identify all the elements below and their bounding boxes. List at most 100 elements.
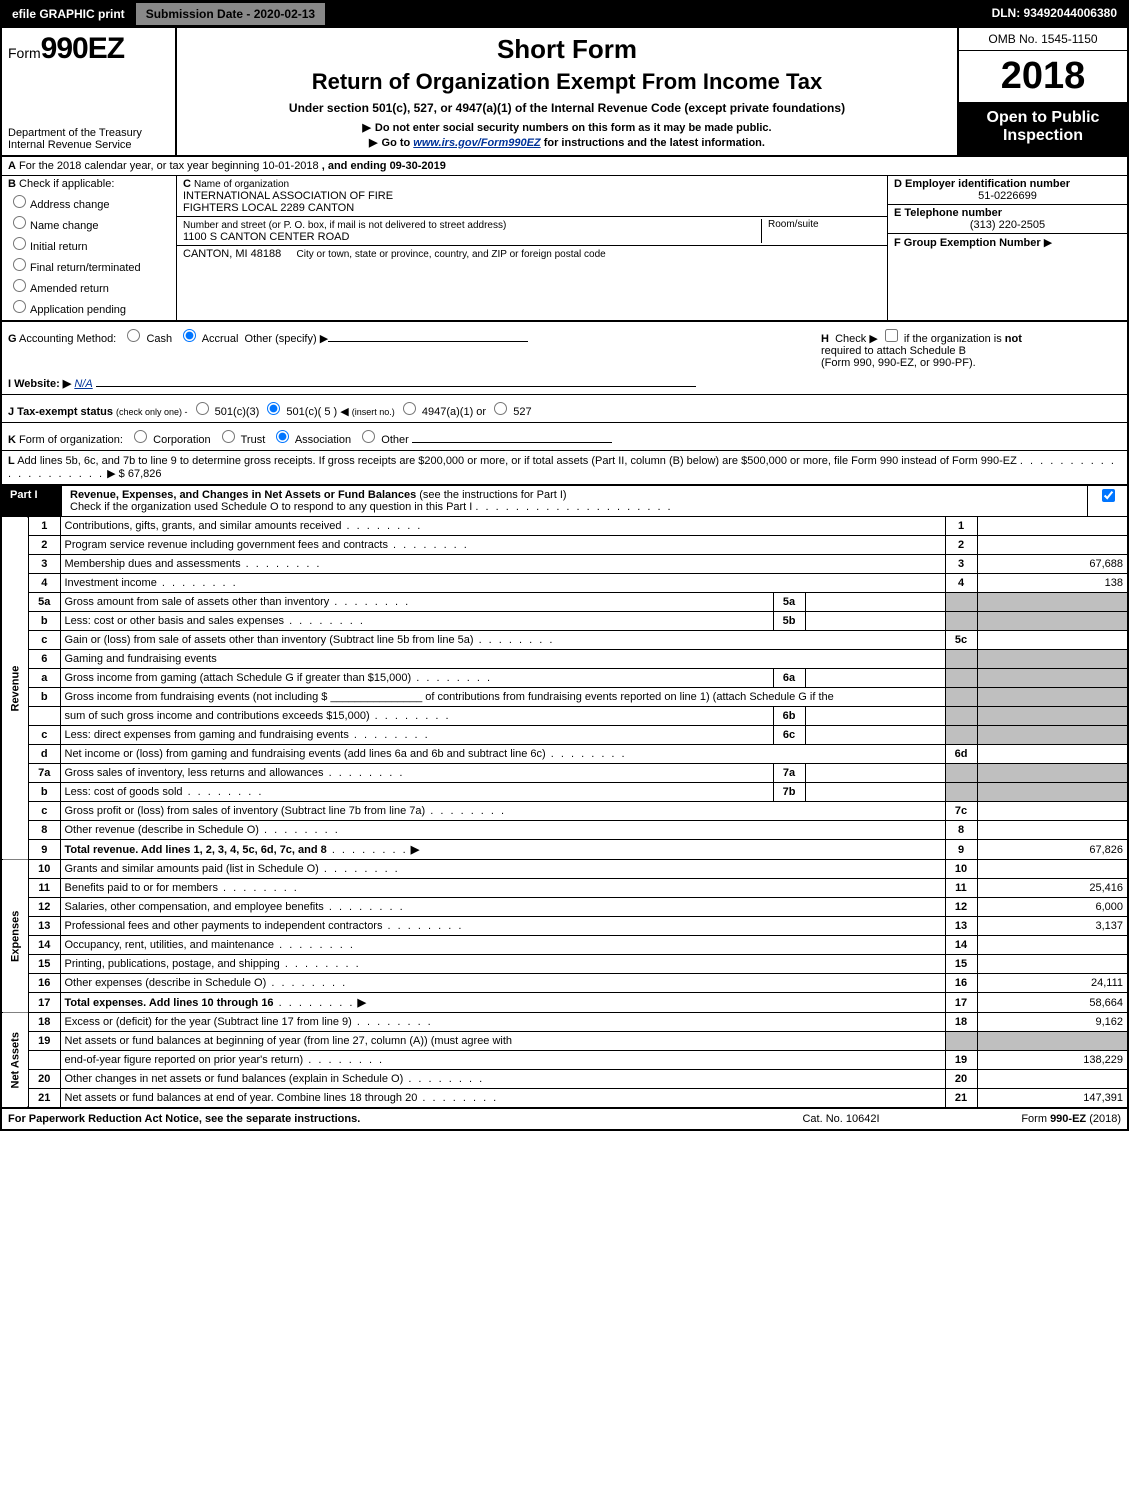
line-description: Net assets or fund balances at beginning… <box>60 1032 945 1051</box>
line-description: sum of such gross income and contributio… <box>60 707 773 726</box>
phone-value: (313) 220-2505 <box>894 219 1121 231</box>
e-phone-block: E Telephone number (313) 220-2505 <box>888 205 1127 234</box>
line-number: 8 <box>28 821 60 840</box>
j-501c3-radio[interactable] <box>196 402 209 415</box>
right-amount: 147,391 <box>977 1089 1127 1108</box>
table-row: cGain or (loss) from sale of assets othe… <box>2 631 1127 650</box>
j-4947-radio[interactable] <box>403 402 416 415</box>
chk-amended[interactable]: Amended return <box>8 276 170 295</box>
part1-schedule-o-checkbox[interactable] <box>1102 489 1115 502</box>
line-description: Program service revenue including govern… <box>60 536 945 555</box>
city-row: CANTON, MI 48188 City or town, state or … <box>177 246 887 262</box>
line-description: Net income or (loss) from gaming and fun… <box>60 745 945 764</box>
inner-line-number: 5b <box>773 612 805 631</box>
h-checkbox[interactable] <box>885 329 898 342</box>
k-other-radio[interactable] <box>362 430 375 443</box>
inner-line-number: 5a <box>773 593 805 612</box>
line-description: Gross amount from sale of assets other t… <box>60 593 773 612</box>
k-trust-radio[interactable] <box>222 430 235 443</box>
chk-name-radio[interactable] <box>13 216 26 229</box>
open-line1: Open to Public <box>987 109 1100 126</box>
l-arrow: ▶ <box>107 468 115 480</box>
right-amount <box>977 688 1127 707</box>
right-amount <box>977 517 1127 536</box>
chk-initial[interactable]: Initial return <box>8 234 170 253</box>
omb-number: OMB No. 1545-1150 <box>959 28 1127 51</box>
j-527-radio[interactable] <box>494 402 507 415</box>
j-527-label: 527 <box>513 406 531 418</box>
line-description: Gross sales of inventory, less returns a… <box>60 764 773 783</box>
footer-center: Cat. No. 10642I <box>741 1113 941 1125</box>
l-label: L <box>8 455 15 467</box>
chk-name[interactable]: Name change <box>8 213 170 232</box>
line-number: 15 <box>28 955 60 974</box>
website-value[interactable]: N/A <box>74 378 92 390</box>
chk-initial-radio[interactable] <box>13 237 26 250</box>
chk-final[interactable]: Final return/terminated <box>8 255 170 274</box>
line-description: Benefits paid to or for members <box>60 879 945 898</box>
org-name-2: FIGHTERS LOCAL 2289 CANTON <box>183 202 354 214</box>
line-number: 11 <box>28 879 60 898</box>
j-paren: (check only one) - <box>116 407 188 417</box>
chk-initial-label: Initial return <box>30 241 87 253</box>
j-501c3-label: 501(c)(3) <box>215 406 260 418</box>
chk-address[interactable]: Address change <box>8 192 170 211</box>
right-amount: 67,688 <box>977 555 1127 574</box>
right-line-number: 15 <box>945 955 977 974</box>
line-description: Printing, publications, postage, and shi… <box>60 955 945 974</box>
line-number: 3 <box>28 555 60 574</box>
right-amount <box>977 612 1127 631</box>
chk-pending[interactable]: Application pending <box>8 297 170 316</box>
g-accrual-radio[interactable] <box>183 329 196 342</box>
right-line-number: 9 <box>945 840 977 860</box>
e-label: E Telephone number <box>894 207 1002 219</box>
table-row: 9Total revenue. Add lines 1, 2, 3, 4, 5c… <box>2 840 1127 860</box>
row-gh: G Accounting Method: Cash Accrual Other … <box>2 322 1127 373</box>
right-amount <box>977 707 1127 726</box>
h-check-arrow: Check ▶ <box>835 333 878 345</box>
inner-amount <box>805 669 945 688</box>
k-other-line <box>412 442 612 443</box>
table-row: 2Program service revenue including gover… <box>2 536 1127 555</box>
right-amount <box>977 783 1127 802</box>
b-label: B <box>8 178 16 190</box>
right-line-number <box>945 764 977 783</box>
j-501c-radio[interactable] <box>267 402 280 415</box>
form-number-big: 990EZ <box>41 32 124 65</box>
subtitle: Under section 501(c), 527, or 4947(a)(1)… <box>189 101 945 115</box>
table-row: 12Salaries, other compensation, and empl… <box>2 898 1127 917</box>
chk-pending-radio[interactable] <box>13 300 26 313</box>
instr2-pre: Go to <box>382 137 414 149</box>
table-row: 6Gaming and fundraising events <box>2 650 1127 669</box>
j-501c-label: 501(c)( 5 ) <box>286 406 337 418</box>
i-label: I Website: ▶ <box>8 378 71 390</box>
k-corp-radio[interactable] <box>134 430 147 443</box>
j-label: J Tax-exempt status <box>8 406 113 418</box>
chk-address-radio[interactable] <box>13 195 26 208</box>
table-row: 7aGross sales of inventory, less returns… <box>2 764 1127 783</box>
table-row: 15Printing, publications, postage, and s… <box>2 955 1127 974</box>
inner-line-number: 6c <box>773 726 805 745</box>
chk-address-label: Address change <box>30 199 110 211</box>
k-assoc-radio[interactable] <box>276 430 289 443</box>
open-line2: Inspection <box>1003 127 1083 144</box>
row-j: J Tax-exempt status (check only one) - 5… <box>2 395 1127 423</box>
table-row: bLess: cost or other basis and sales exp… <box>2 612 1127 631</box>
line-description: Membership dues and assessments <box>60 555 945 574</box>
topbar-spacer <box>326 2 981 26</box>
inner-line-number: 6a <box>773 669 805 688</box>
chk-amended-radio[interactable] <box>13 279 26 292</box>
h-check: H Check ▶ if the organization is not req… <box>821 326 1121 369</box>
right-amount <box>977 726 1127 745</box>
g-cash-radio[interactable] <box>127 329 140 342</box>
line-description: Other revenue (describe in Schedule O) <box>60 821 945 840</box>
line-number: 10 <box>28 860 60 879</box>
chk-final-radio[interactable] <box>13 258 26 271</box>
table-row: 16Other expenses (describe in Schedule O… <box>2 974 1127 993</box>
table-row: 4Investment income4138 <box>2 574 1127 593</box>
irs-link[interactable]: www.irs.gov/Form990EZ <box>413 137 540 149</box>
city-state-value: CANTON, MI 48188 <box>183 248 281 260</box>
efile-print-button[interactable]: efile GRAPHIC print <box>2 2 135 26</box>
right-line-number <box>945 707 977 726</box>
line-number: c <box>28 631 60 650</box>
